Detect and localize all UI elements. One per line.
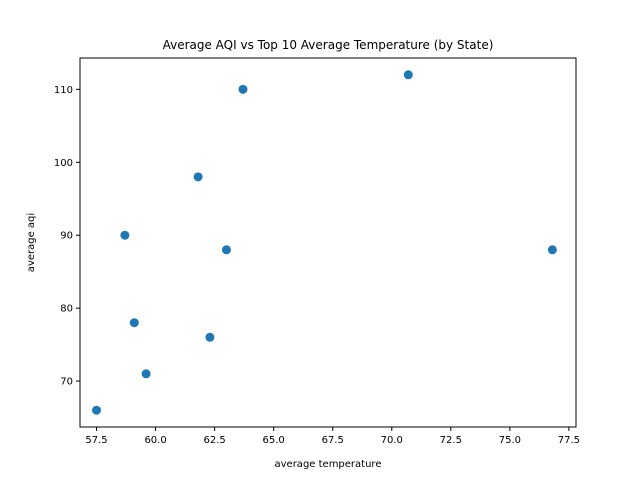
data-point-8	[238, 84, 248, 94]
x-tick-label: 72.5	[440, 435, 462, 446]
x-tick-label: 62.5	[203, 435, 225, 446]
data-point-2	[120, 230, 130, 240]
x-tick-label: 60.0	[144, 435, 166, 446]
data-points	[92, 70, 557, 415]
data-point-6	[205, 332, 215, 342]
data-point-4	[141, 369, 151, 379]
y-axis-label: average aqi	[26, 213, 37, 272]
x-tick-label: 57.5	[85, 435, 107, 446]
y-tick-label: 70	[60, 377, 73, 388]
y-tick-label: 100	[54, 158, 73, 169]
x-tick-label: 67.5	[322, 435, 344, 446]
data-point-9	[403, 70, 413, 80]
x-axis-label: average temperature	[275, 459, 382, 470]
y-tick-label: 110	[54, 85, 73, 96]
x-tick-label: 70.0	[381, 435, 403, 446]
data-point-5	[193, 172, 203, 182]
x-tick-label: 77.5	[558, 435, 580, 446]
y-tick-label: 80	[60, 304, 73, 315]
y-tick-label: 90	[60, 231, 73, 242]
chart-title: Average AQI vs Top 10 Average Temperatur…	[163, 38, 494, 52]
plot-area	[79, 57, 577, 428]
x-tick-label: 65.0	[263, 435, 285, 446]
data-point-7	[221, 245, 231, 255]
x-axis: 57.5 60.0 62.5 65.0 67.5 70.0 72.5 75.0 77.5	[85, 427, 580, 446]
x-tick-label: 75.0	[499, 435, 521, 446]
data-point-3	[129, 318, 139, 328]
y-axis: 70 80 90 100 110	[54, 85, 80, 388]
data-point-10	[547, 245, 557, 255]
data-point-1	[92, 405, 102, 415]
